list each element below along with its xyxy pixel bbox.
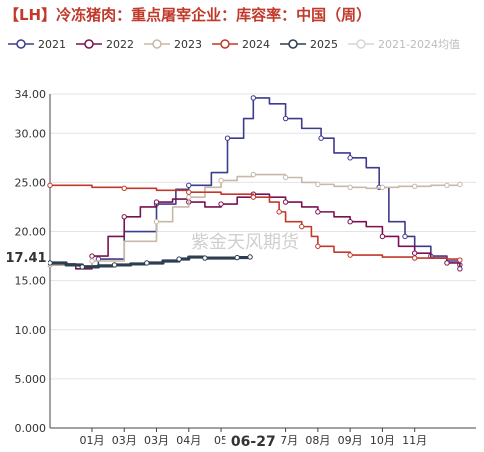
cursor-label-box: [225, 430, 282, 450]
legend-swatch: [8, 39, 34, 49]
series-point-2022: [444, 260, 450, 266]
legend-item[interactable]: 2024: [212, 38, 270, 51]
series-point-2025: [247, 254, 253, 260]
series-point-2024: [411, 255, 418, 261]
series-point-2025: [234, 254, 240, 261]
series-point-2023: [153, 219, 160, 225]
x-tick-label: 08月: [305, 434, 330, 447]
legend-label: 2023: [174, 37, 202, 51]
series-point-2022: [218, 201, 224, 207]
y-tick-label: 34.00: [15, 88, 47, 101]
series-point-2024: [299, 223, 305, 230]
x-tick-label: 03月: [112, 434, 137, 447]
series-point-2024: [457, 257, 463, 263]
series-point-2022: [347, 219, 353, 225]
legend-label: 2025: [310, 37, 338, 51]
legend-label: 2021: [38, 37, 66, 51]
last-value-box: [2, 247, 48, 266]
series-point-2023: [250, 171, 257, 178]
series-line-2024: [50, 184, 461, 261]
y-tick-label: 10.00: [15, 324, 47, 337]
series-point-2021: [186, 182, 192, 189]
x-tick-label: 09月: [338, 434, 363, 447]
series-line-2025: [50, 255, 252, 269]
series-point-2023: [411, 183, 418, 190]
legend-swatch: [76, 39, 102, 49]
series-point-2024: [47, 182, 53, 189]
series-line-2023: [50, 173, 461, 267]
y-tick-label: 25.00: [15, 176, 47, 189]
series-point-2024: [186, 189, 192, 195]
series-point-2023: [457, 181, 463, 188]
series-point-2021: [224, 135, 231, 141]
series-point-2021: [282, 115, 289, 122]
legend-item[interactable]: 2022: [76, 38, 134, 51]
legend-swatch: [212, 39, 238, 49]
series-point-2023: [282, 174, 289, 181]
series-point-2022: [411, 250, 418, 256]
series-point-2025: [79, 264, 85, 270]
series-line-2022: [50, 193, 461, 270]
legend-swatch: [348, 39, 374, 49]
legend-item[interactable]: 2025: [280, 38, 338, 51]
cursor-date-label: 06-27: [231, 434, 276, 450]
series-point-2025: [144, 260, 150, 266]
series-point-2023: [315, 181, 321, 188]
x-tick-label: 04月: [176, 434, 201, 447]
series-point-2025: [202, 255, 208, 261]
series-point-2022: [315, 209, 321, 215]
x-tick-label: 10月: [370, 434, 395, 447]
series-point-2023: [218, 177, 224, 184]
series-point-2024: [121, 185, 127, 192]
series-point-2023: [186, 194, 192, 200]
series-point-2021: [250, 95, 257, 101]
series-point-2025: [47, 260, 53, 266]
series-point-2024: [347, 252, 353, 258]
watermark-text: 紫金天风期货: [191, 232, 299, 253]
legend-label: 2022: [106, 37, 134, 51]
legend-swatch: [280, 39, 306, 49]
x-tick-label: 05: [214, 434, 228, 447]
x-tick-label: 11月: [402, 434, 427, 447]
y-tick-label: 30.00: [15, 127, 47, 140]
series-point-2023: [347, 184, 353, 191]
x-tick-label: 03月: [144, 434, 169, 447]
y-tick-label: 20.00: [15, 226, 47, 239]
series-point-2022: [457, 266, 463, 272]
series-point-2021: [347, 155, 353, 161]
series-point-2025: [176, 256, 182, 262]
series-point-2022: [121, 214, 127, 220]
series-point-2024: [315, 243, 321, 249]
series-point-2021: [402, 233, 408, 240]
chart-title: 【LH】冷冻猪肉：重点屠宰企业：库容率：中国（周）: [4, 6, 372, 24]
series-point-2022: [89, 253, 95, 259]
series-point-2022: [282, 199, 289, 205]
series-point-2024: [250, 194, 257, 200]
legend-item[interactable]: 2021-2024均值: [348, 36, 460, 52]
legend-label: 2024: [242, 37, 270, 51]
series-point-2025: [111, 262, 118, 268]
legend-label: 2021-2024均值: [378, 38, 460, 51]
series-point-2022: [153, 199, 160, 205]
y-tick-label: 0.000: [15, 422, 47, 435]
x-tick-label: 01月: [79, 434, 104, 447]
series-point-2023: [379, 184, 386, 191]
legend-item[interactable]: 2021: [8, 38, 66, 51]
series-point-2023: [89, 258, 95, 264]
series-point-2023: [444, 182, 450, 189]
legend-item[interactable]: 2023: [144, 38, 202, 51]
series-point-2024: [276, 209, 282, 215]
legend-swatch: [144, 39, 170, 49]
series-point-2022: [379, 233, 386, 240]
chart-legend[interactable]: 2021 2022 2023 2024 2025 2021-2024均值: [8, 36, 470, 52]
y-tick-label: 15.00: [15, 275, 47, 288]
y-tick-label: 5.000: [15, 373, 47, 386]
series-point-2021: [318, 135, 324, 141]
last-value-label: 17.41: [5, 251, 46, 266]
